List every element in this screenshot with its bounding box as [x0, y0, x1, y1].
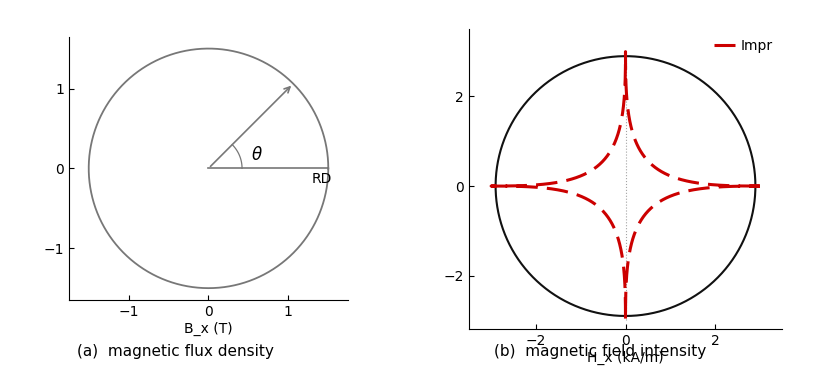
- Impr: [620, 300, 631, 304]
- Text: (a)  magnetic flux density: (a) magnetic flux density: [77, 344, 274, 359]
- Impr: [724, 183, 734, 188]
- Impr: [620, 318, 631, 323]
- Text: (b)  magnetic field intensity: (b) magnetic field intensity: [495, 344, 706, 359]
- X-axis label: H_x (kA/m): H_x (kA/m): [587, 351, 664, 365]
- Impr: [620, 49, 631, 54]
- Text: RD: RD: [312, 172, 332, 186]
- X-axis label: B_x (T): B_x (T): [184, 322, 233, 336]
- Impr: [505, 184, 515, 188]
- Impr: [755, 184, 765, 188]
- Impr: [489, 184, 499, 188]
- Impr: [755, 184, 765, 188]
- Text: θ: θ: [251, 146, 262, 164]
- Legend: Impr: Impr: [711, 36, 776, 56]
- Impr: [745, 184, 755, 188]
- Impr: [745, 184, 755, 188]
- Line: Impr: Impr: [491, 52, 760, 321]
